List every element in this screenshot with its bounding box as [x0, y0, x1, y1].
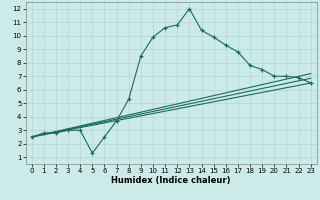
- X-axis label: Humidex (Indice chaleur): Humidex (Indice chaleur): [111, 176, 231, 185]
